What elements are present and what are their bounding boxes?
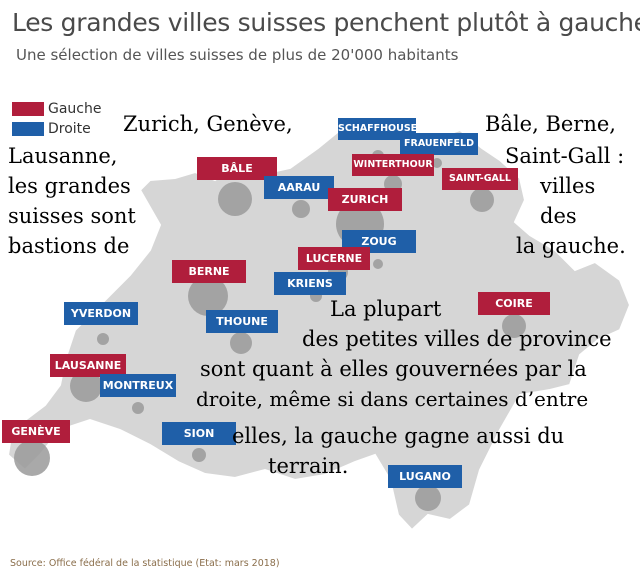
city-label-lugano: LUGANO [388,465,462,488]
city-bubble-frauenfeld [432,158,442,168]
overlay-text-top-left-1: Zurich, Genève, [123,112,293,136]
overlay-text-left-4: bastions de [8,234,130,258]
overlay-text-center-5: elles, la gauche gagne aussi du [232,424,565,448]
city-label-yverdon: YVERDON [64,302,138,325]
city-bubble-montreux [132,402,144,414]
overlay-text-left-1: Lausanne, [8,144,118,168]
overlay-text-center-2: des petites villes de province [302,327,612,351]
city-bubble-coire [502,314,526,338]
city-bubble-saint-gall [470,188,494,212]
city-bubble-yverdon [97,333,109,345]
overlay-text-center-4: droite, même si dans certaines d’entre [196,387,589,411]
city-label-lausanne: LAUSANNE [50,354,126,377]
city-label-geneve: GENÈVE [2,420,70,443]
overlay-text-right-4: la gauche. [516,234,626,258]
city-label-schaffhouse: SCHAFFHOUSE [338,118,417,140]
legend-label-droite: Droite [48,121,91,137]
city-label-lucerne: LUCERNE [298,247,370,270]
city-bubble-zoug [373,259,383,269]
overlay-text-right-1: Saint-Gall : [505,144,625,168]
overlay-text-left-3: suisses sont [8,204,136,228]
overlay-text-left-2: les grandes [8,174,131,198]
city-label-sion: SION [162,422,236,445]
city-bubble-geneve [14,440,50,476]
city-label-coire: COIRE [478,292,550,315]
city-bubble-lugano [415,485,441,511]
overlay-text-top-right-1: Bâle, Berne, [485,112,616,136]
overlay-text-center-1: La plupart [330,297,442,321]
legend-swatch-gauche [12,102,44,116]
city-bubble-thoune [230,332,252,354]
city-label-frauenfeld: FRAUENFELD [400,133,478,155]
city-label-montreux: MONTREUX [100,374,176,397]
overlay-text-center-6: terrain. [268,454,349,478]
city-label-bale: BÂLE [197,157,277,180]
legend-item-gauche: Gauche [12,101,101,117]
map-title: Les grandes villes suisses penchent plut… [12,8,640,37]
city-label-berne: BERNE [172,260,246,283]
city-label-zurich: ZURICH [328,188,402,211]
overlay-text-right-3: des [540,204,577,228]
map-subtitle: Une sélection de villes suisses de plus … [16,46,459,64]
overlay-text-center-3: sont quant à elles gouvernées par la [200,357,587,381]
legend-swatch-droite [12,122,44,136]
city-bubble-bale [218,182,252,216]
city-bubble-aarau [292,200,310,218]
city-label-winterthour: WINTERTHOUR [352,154,434,176]
source-note: Source: Office fédéral de la statistique… [10,558,280,569]
city-label-kriens: KRIENS [274,272,346,295]
overlay-text-right-2: villes [540,174,596,198]
city-bubble-sion [192,448,206,462]
legend-item-droite: Droite [12,121,91,137]
legend-label-gauche: Gauche [48,101,102,117]
city-label-aarau: AARAU [264,176,334,199]
city-label-saint-gall: SAINT-GALL [442,168,518,190]
city-label-thoune: THOUNE [206,310,278,333]
